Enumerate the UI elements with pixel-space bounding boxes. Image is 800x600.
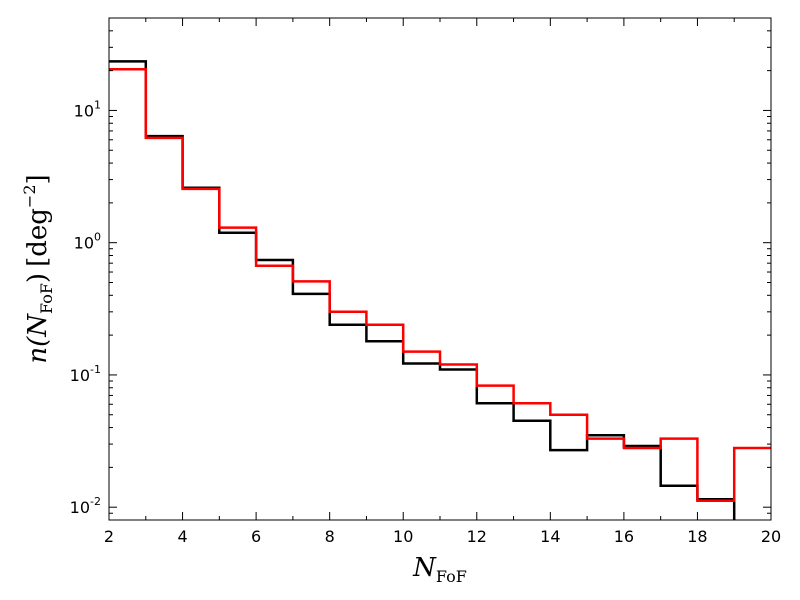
tick-layer [108, 17, 772, 521]
y-tick-label: 10-1 [70, 363, 101, 385]
y-axis-title: n(NFoF) [deg−2] [20, 174, 56, 363]
x-tick-label: 4 [177, 527, 187, 546]
x-axis-title-base: N [412, 553, 437, 583]
x-tick-label: 20 [761, 527, 781, 546]
x-tick-label: 14 [540, 527, 560, 546]
y-axis-title-subscript: FoF [37, 283, 56, 314]
y-axis-title-exponent: −2 [20, 184, 39, 208]
series-line-0 [109, 60, 736, 520]
x-tick-label: 16 [614, 527, 634, 546]
x-tick-label: 6 [251, 527, 261, 546]
y-tick-label: 10-2 [70, 495, 101, 517]
x-axis-title-subscript: FoF [436, 567, 467, 586]
y-axis-title-base: N [23, 313, 53, 338]
y-tick-label-exponent: 1 [94, 98, 101, 111]
y-tick-label-base: 10 [70, 366, 90, 385]
y-tick-label-base: 10 [74, 101, 94, 120]
y-tick-label: 100 [74, 231, 101, 253]
x-tick-label: 2 [104, 527, 114, 546]
x-tick-label: 10 [393, 527, 413, 546]
y-tick-label-exponent: -1 [90, 363, 101, 376]
y-tick-label-base: 10 [74, 234, 94, 253]
x-tick-label: 12 [467, 527, 487, 546]
x-axis-title: NFoF [412, 553, 467, 586]
y-tick-label-base: 10 [70, 498, 90, 517]
x-tick-label: 18 [687, 527, 707, 546]
y-axis-title-close: ] [23, 174, 53, 184]
series-layer [109, 60, 771, 520]
series-line-1 [109, 67, 771, 502]
y-axis-title-tail: ) [23, 273, 53, 283]
y-axis-title-func: n( [23, 336, 53, 364]
y-tick-label: 101 [74, 98, 101, 120]
y-tick-label-exponent: 0 [94, 231, 101, 244]
y-axis-title-unit: [deg [23, 208, 53, 267]
plot-frame [108, 17, 772, 521]
x-tick-label: 8 [325, 527, 335, 546]
y-tick-label-exponent: -2 [90, 495, 101, 508]
